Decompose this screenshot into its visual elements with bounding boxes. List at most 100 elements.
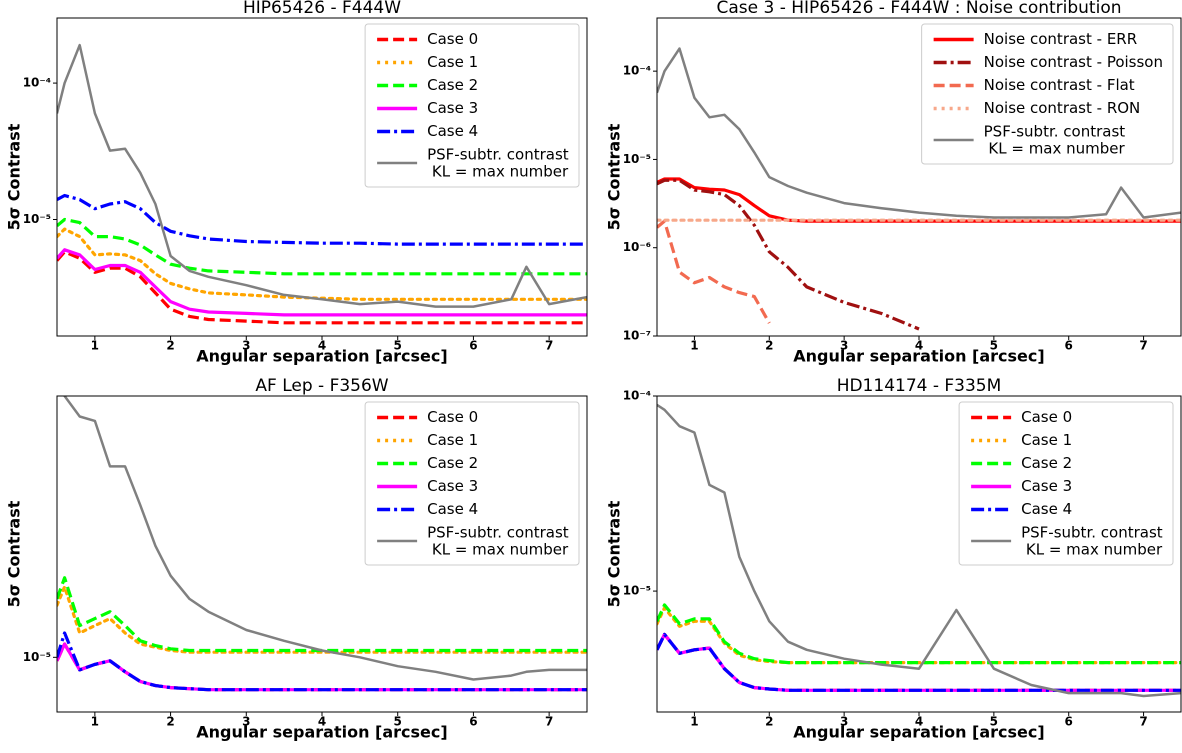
x-tick-label: 4	[915, 339, 923, 353]
series-line	[63, 396, 587, 681]
y-tick-label: 10⁻⁵	[23, 650, 51, 664]
x-tick-label: 2	[765, 339, 773, 353]
series-line	[57, 576, 587, 653]
legend-label: Case 1	[427, 431, 478, 449]
series-line	[57, 43, 587, 308]
y-tick-label: 10⁻⁷	[623, 329, 651, 343]
plot-area	[57, 396, 587, 692]
y-axis-label: 5σ Contrast	[605, 500, 624, 607]
series-line	[57, 631, 587, 692]
legend-label: Case 0	[1021, 408, 1072, 426]
legend: Case 0 Case 1 Case 2 Case 3 Case 4 PSF-subtr.…	[364, 23, 580, 188]
series-line	[657, 603, 1181, 665]
x-axis-label: Angular separation [arcsec]	[793, 723, 1044, 742]
y-axis-label: 5σ Contrast	[5, 123, 24, 230]
y-tick-label: 10⁻⁶	[623, 240, 651, 254]
legend: Case 0 Case 1 Case 2 Case 3 Case 4 PSF-subtr.…	[364, 401, 580, 566]
y-tick-label: 10⁻⁴	[23, 76, 51, 90]
y-tick-label: 10⁻⁵	[623, 584, 651, 598]
x-tick-label: 7	[1139, 715, 1147, 729]
x-axis-label: Angular separation [arcsec]	[196, 347, 447, 366]
x-tick-label: 5	[394, 339, 402, 353]
chart-title: HIP65426 - F444W	[243, 0, 401, 18]
chart-title: HD114174 - F335M	[837, 376, 1002, 396]
x-tick-label: 2	[166, 715, 174, 729]
panel: Case 3 - HIP65426 - F444W : Noise contri…	[605, 0, 1182, 366]
panel: HD114174 - F335M Angular separation [arcs…	[605, 376, 1182, 742]
x-tick-label: 5	[394, 715, 402, 729]
x-tick-label: 4	[318, 715, 326, 729]
axes-frame	[656, 17, 1182, 337]
x-tick-label: 7	[545, 715, 553, 729]
x-tick-label: 4	[915, 715, 923, 729]
legend-label: Case 4	[427, 500, 478, 518]
legend: Noise contrast - ERR Noise contrast - Poi…	[921, 23, 1174, 165]
y-tick-label: 10⁻⁵	[23, 212, 51, 226]
legend-label: Case 2	[427, 76, 478, 94]
legend-label: Case 0	[427, 30, 478, 48]
x-axis-label: Angular separation [arcsec]	[793, 347, 1044, 366]
legend-label: PSF-subtr. contrast KL = max number	[427, 523, 569, 558]
y-axis-label: 5σ Contrast	[5, 500, 24, 607]
legend-frame	[958, 401, 1174, 566]
legend-label: Case 3	[427, 477, 478, 495]
x-tick-label: 2	[166, 339, 174, 353]
x-tick-label: 2	[765, 715, 773, 729]
chart-title: Case 3 - HIP65426 - F444W : Noise contri…	[717, 0, 1122, 18]
x-tick-label: 3	[242, 715, 250, 729]
legend-label: Case 4	[427, 122, 478, 140]
y-tick-label: 10⁻⁴	[623, 64, 651, 78]
series-line	[57, 585, 587, 654]
legend-label: PSF-subtr. contrast KL = max number	[1021, 523, 1163, 558]
x-tick-label: 1	[91, 339, 99, 353]
series-line	[657, 47, 1181, 219]
x-tick-label: 4	[318, 339, 326, 353]
x-tick-label: 6	[469, 339, 477, 353]
legend-label: Case 3	[1021, 477, 1072, 495]
series-line	[657, 606, 1181, 665]
x-tick-label: 6	[1065, 715, 1073, 729]
axes-frame	[56, 17, 588, 337]
series-line	[57, 217, 587, 276]
x-tick-label: 7	[1139, 339, 1147, 353]
plot-area	[657, 403, 1181, 698]
legend-label: PSF-subtr. contrast KL = max number	[427, 145, 569, 180]
series-line	[657, 178, 920, 331]
legend-label: Noise contrast - Flat	[984, 76, 1135, 94]
series-line	[657, 632, 1181, 692]
legend-label: Case 2	[1021, 454, 1072, 472]
y-axis-label: 5σ Contrast	[605, 123, 624, 230]
x-tick-label: 3	[242, 339, 250, 353]
plot-area	[57, 43, 587, 325]
x-tick-label: 5	[990, 715, 998, 729]
legend-label: Noise contrast - ERR	[984, 30, 1138, 48]
x-tick-label: 5	[990, 339, 998, 353]
legend-label: PSF-subtr. contrast KL = max number	[984, 122, 1126, 157]
y-tick-label: 10⁻⁵	[623, 152, 651, 166]
x-axis-label: Angular separation [arcsec]	[196, 723, 447, 742]
chart-title: AF Lep - F356W	[255, 376, 388, 396]
series-line	[57, 227, 587, 301]
x-tick-label: 1	[91, 715, 99, 729]
y-tick-label: 10⁻⁴	[623, 389, 651, 403]
plot-area	[657, 47, 1181, 331]
x-tick-label: 6	[469, 715, 477, 729]
legend: Case 0 Case 1 Case 2 Case 3 Case 4 PSF-subtr.…	[958, 401, 1174, 566]
series-line	[57, 248, 587, 317]
legend-label: Case 1	[427, 53, 478, 71]
legend-label: Case 1	[1021, 431, 1072, 449]
legend-label: Case 0	[427, 408, 478, 426]
x-tick-label: 6	[1065, 339, 1073, 353]
series-line	[57, 193, 587, 246]
legend-label: Case 2	[427, 454, 478, 472]
axes-frame	[56, 395, 588, 713]
panel: HIP65426 - F444W Angular separation [arcs…	[5, 0, 588, 366]
x-tick-label: 7	[545, 339, 553, 353]
legend-label: Case 4	[1021, 500, 1072, 518]
series-line	[657, 219, 771, 324]
x-tick-label: 1	[690, 715, 698, 729]
series-line	[657, 403, 1181, 698]
x-tick-label: 3	[840, 339, 848, 353]
